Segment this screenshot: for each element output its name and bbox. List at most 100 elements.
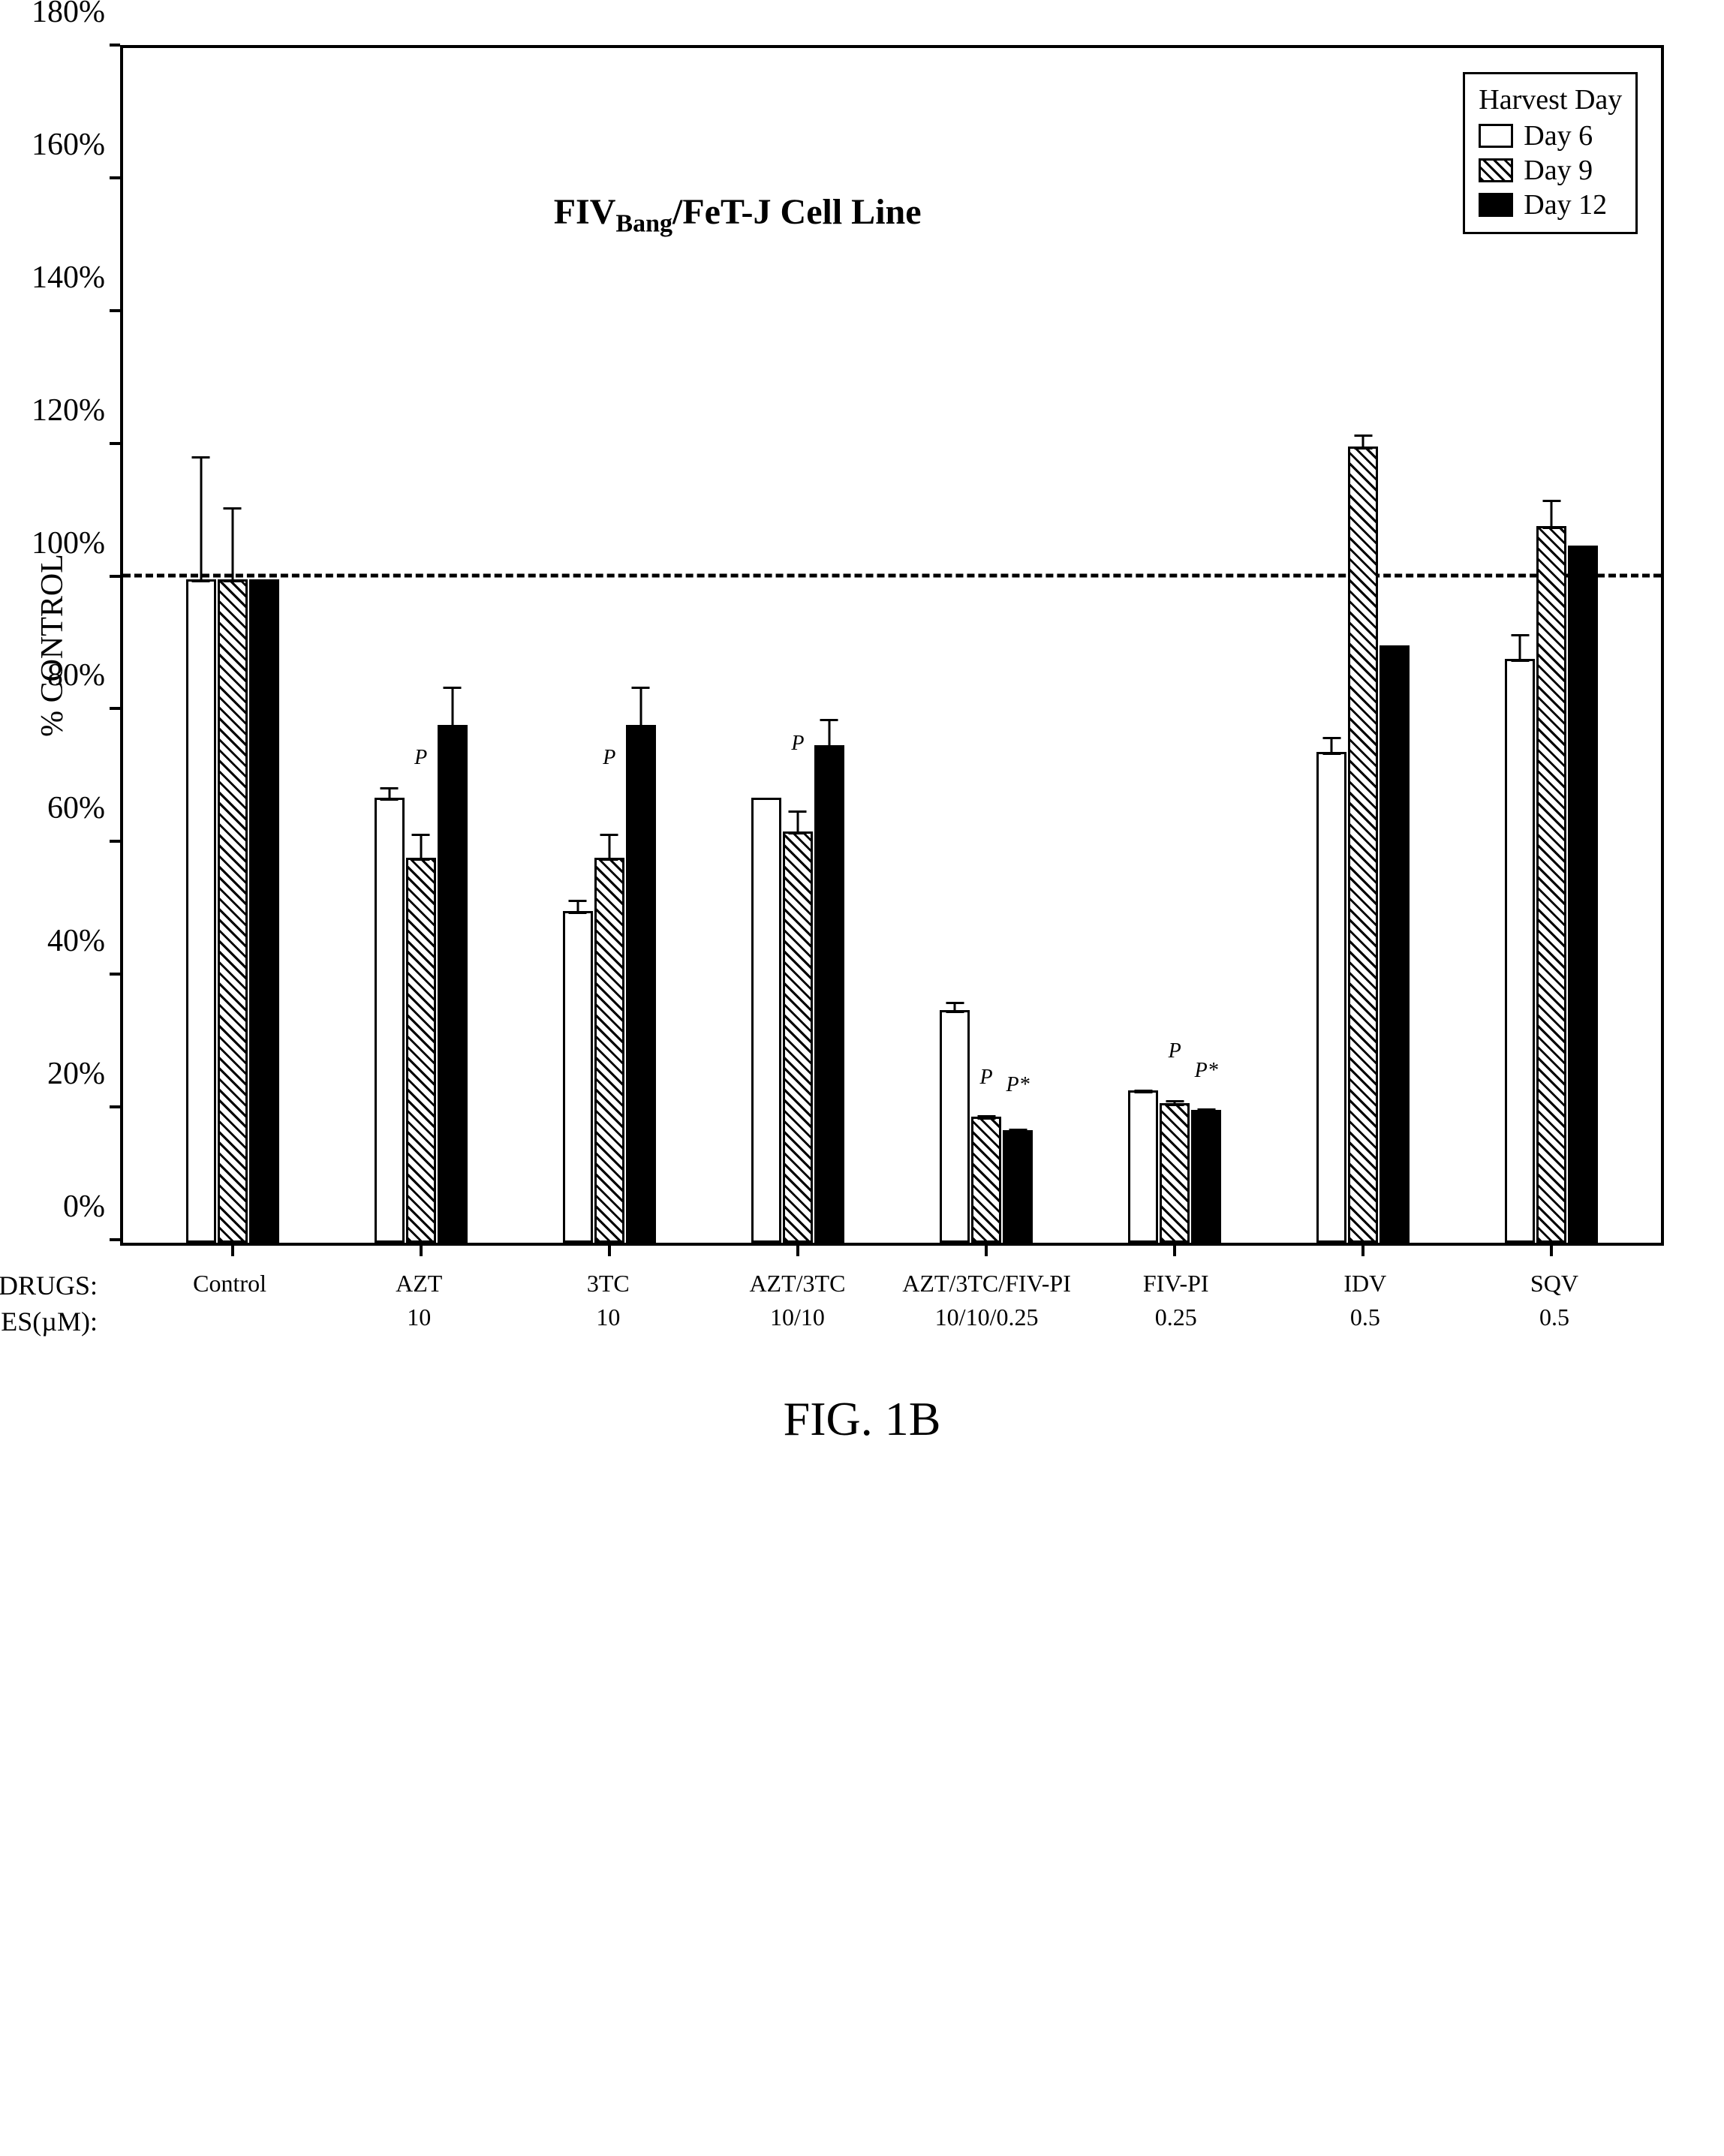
error-cap [977, 1117, 995, 1120]
error-cap [381, 798, 399, 801]
error-cap [444, 726, 462, 728]
bar: P [406, 858, 436, 1243]
significance-marker: P [603, 746, 615, 770]
x-dose-label: 10 [513, 1304, 703, 1331]
error-cap [412, 858, 430, 861]
x-group-label: IDV0.5 [1271, 1270, 1460, 1331]
y-axis-label: % CONTROL [35, 554, 71, 737]
x-tick [1550, 1246, 1553, 1256]
bar-column: P* [1003, 48, 1033, 1243]
error-cap [946, 1002, 964, 1004]
error-cap [600, 834, 618, 836]
bar: P [594, 858, 624, 1243]
bar-column: P [594, 48, 624, 1243]
y-tick-label: 60% [47, 790, 105, 826]
bar-groups: PPPPP*PP* [123, 48, 1661, 1243]
bar-column [1128, 48, 1158, 1243]
error-cap [1511, 660, 1529, 662]
error-cap [789, 810, 807, 813]
error-cap [632, 726, 650, 728]
bar: P* [1003, 1130, 1033, 1243]
bar [375, 798, 405, 1243]
y-tick-label: 180% [32, 0, 105, 30]
significance-marker: P* [1195, 1059, 1218, 1083]
y-tick-label: 140% [32, 260, 105, 296]
x-group-label: AZT/3TC10/10 [703, 1270, 892, 1331]
bar-group: P [515, 48, 703, 1243]
x-dose-label: 0.5 [1271, 1304, 1460, 1331]
chart-wrapper: % CONTROL 0%20%40%60%80%100%120%140%160%… [30, 30, 1694, 1261]
x-group-label: SQV 0.5 [1460, 1270, 1649, 1331]
chart-frame: 0%20%40%60%80%100%120%140%160%180%FIVBan… [120, 45, 1664, 1246]
x-drug-label: SQV [1460, 1270, 1649, 1298]
significance-marker: P [791, 732, 804, 756]
error-cap [1322, 737, 1340, 739]
error-bar [985, 1116, 988, 1119]
error-cap [1166, 1100, 1184, 1102]
bar [438, 725, 468, 1243]
y-tick [110, 1238, 120, 1241]
bar-column [814, 48, 844, 1243]
x-tick [985, 1246, 988, 1256]
error-bar [1205, 1109, 1208, 1112]
error-cap [224, 580, 242, 582]
error-cap [632, 687, 650, 689]
bar-column: P [406, 48, 436, 1243]
error-cap [224, 507, 242, 510]
bar-column [1316, 48, 1346, 1243]
bar-column [1568, 48, 1598, 1243]
x-dose-label: 10/10/0.25 [892, 1304, 1082, 1331]
bar [1380, 645, 1410, 1243]
error-bar [954, 1003, 956, 1012]
x-tick [1173, 1246, 1176, 1256]
bar-column: P [1160, 48, 1190, 1243]
plot-area: 0%20%40%60%80%100%120%140%160%180%FIVBan… [123, 48, 1661, 1243]
error-cap [946, 1011, 964, 1013]
x-drug-label: 3TC [513, 1270, 703, 1298]
y-tick-label: 160% [32, 127, 105, 163]
error-cap [569, 900, 587, 902]
bar [249, 579, 279, 1243]
x-tick [796, 1246, 799, 1256]
bar-group: PP* [892, 48, 1081, 1243]
error-cap [820, 719, 838, 721]
error-cap [1542, 500, 1560, 502]
bar [1536, 526, 1566, 1243]
x-tick [608, 1246, 611, 1256]
error-cap [1166, 1104, 1184, 1106]
bar-group: PP* [1081, 48, 1269, 1243]
error-bar [388, 788, 390, 800]
error-bar [796, 811, 799, 834]
bar [1316, 752, 1346, 1243]
bar [1128, 1090, 1158, 1243]
error-bar [1551, 501, 1553, 528]
x-group-label: AZT/3TC/FIV-PI10/10/0.25 [892, 1270, 1082, 1331]
y-tick-label: 20% [47, 1056, 105, 1092]
bar: P [1160, 1103, 1190, 1243]
error-cap [1354, 447, 1372, 450]
error-cap [1511, 634, 1529, 636]
y-tick [110, 442, 120, 445]
bar [1348, 447, 1378, 1243]
bar-column [1536, 48, 1566, 1243]
bar-column [1348, 48, 1378, 1243]
bar-column [249, 48, 279, 1243]
significance-marker: P [414, 746, 427, 770]
bar-group [1458, 48, 1646, 1243]
error-bar [1331, 738, 1333, 754]
figure-caption: FIG. 1B [30, 1391, 1694, 1447]
error-cap [381, 787, 399, 789]
x-dose-label: 0.5 [1460, 1304, 1649, 1331]
x-drug-label: AZT [324, 1270, 513, 1298]
error-bar [420, 834, 422, 860]
bar-group: P [326, 48, 515, 1243]
x-dose-label: 10 [324, 1304, 513, 1331]
x-tick [231, 1246, 234, 1256]
bar [626, 725, 656, 1243]
y-tick [110, 1105, 120, 1108]
bar-column [186, 48, 216, 1243]
bar-column [563, 48, 593, 1243]
error-bar [1519, 635, 1521, 660]
y-tick [110, 707, 120, 710]
y-tick [110, 840, 120, 843]
